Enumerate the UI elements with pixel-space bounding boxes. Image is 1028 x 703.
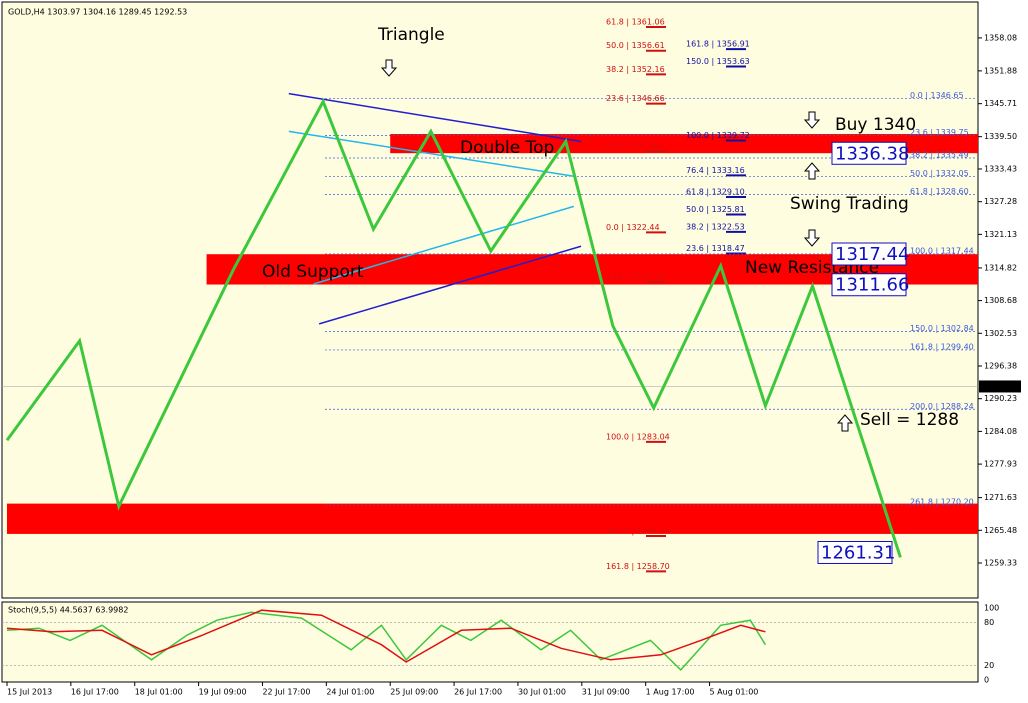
y-tick-label: 1277.93 — [984, 460, 1017, 469]
fib-label: 61.8 | 1329.10 — [686, 187, 745, 196]
price-box — [831, 242, 907, 266]
fib-label: 161.8 | 1356.91 — [686, 40, 750, 49]
y-tick-label: 0 — [984, 676, 989, 685]
arrow — [380, 59, 398, 77]
fib-label: 38.2 | 1352.16 — [606, 65, 665, 74]
last-price-label: 1292.53 — [983, 382, 1016, 391]
trendline — [288, 92, 582, 143]
x-tick-label: 24 Jul 01:00 — [326, 688, 374, 697]
fib-label: 76.4 | 1333.16 — [686, 166, 745, 175]
fib-label: 61.8 | 1361.06 — [606, 18, 665, 27]
annotation: Double Top — [460, 138, 554, 158]
price-box-label: 1261.31 — [821, 542, 895, 563]
annotation: Old Support — [262, 262, 364, 282]
y-tick-label: 1284.08 — [984, 427, 1017, 436]
y-tick-label: 1259.33 — [984, 559, 1017, 568]
fib-label: 261.8 | 1270.20 — [910, 498, 974, 507]
stoch-pane — [1, 601, 979, 683]
resistance-zone — [390, 134, 979, 154]
series-line — [6, 609, 766, 663]
y-tick-label: 1271.63 — [984, 493, 1017, 502]
price-box-label: 1336.38 — [835, 143, 909, 164]
series-line — [6, 611, 767, 671]
stoch-title: Stoch(9,5,5) 44.5637 63.9982 — [8, 606, 128, 615]
fib-label: 23.6 | 1313.14 — [606, 272, 665, 281]
x-tick-label: 25 Jul 09:00 — [390, 688, 438, 697]
fib-label: 100.0 | 1317.44 — [910, 247, 974, 256]
y-tick-label: 1339.50 — [984, 132, 1017, 141]
x-tick-label: 30 Jul 01:00 — [518, 688, 566, 697]
x-tick-label: 18 Jul 01:00 — [135, 688, 183, 697]
x-tick-label: 31 Jul 09:00 — [582, 688, 630, 697]
y-tick-label: 1296.38 — [984, 361, 1017, 370]
y-tick-label: 1345.71 — [984, 99, 1017, 108]
resistance-zone — [6, 503, 979, 534]
series-line — [5, 98, 902, 558]
annotation: Buy 1340 — [835, 115, 916, 135]
x-tick-label: 15 Jul 2013 — [7, 688, 52, 697]
fib-label: 61.8 | 1328.60 — [910, 187, 969, 196]
y-tick-label: 1321.13 — [984, 230, 1017, 239]
y-tick-label: 1290.23 — [984, 394, 1017, 403]
fib-label: 50.0 | 1325.81 — [686, 205, 745, 214]
x-tick-label: 1 Aug 17:00 — [646, 688, 695, 697]
y-tick-label: 80 — [984, 618, 994, 627]
arrow — [836, 414, 854, 432]
y-tick-label: 1327.28 — [984, 197, 1017, 206]
fib-label: 23.6 | 1318.47 — [686, 244, 745, 253]
y-tick-label: 1358.08 — [984, 33, 1017, 42]
fib-label: 150.0 | 1265.35 — [606, 526, 670, 535]
fib-label: 161.8 | 1258.70 — [606, 562, 670, 571]
fib-label: 100.0 | 1283.04 — [606, 432, 670, 441]
annotation: Swing Trading — [790, 194, 909, 214]
fib-label: 38.2 | 1322.53 — [686, 222, 745, 231]
y-tick-label: 1333.43 — [984, 164, 1017, 173]
main-pane — [1, 1, 979, 599]
arrow — [803, 111, 821, 129]
trendline — [318, 245, 582, 325]
x-tick-label: 16 Jul 17:00 — [71, 688, 119, 697]
price-box — [817, 540, 893, 564]
x-tick-label: 26 Jul 17:00 — [454, 688, 502, 697]
fib-label: 150.0 | 1302.84 — [910, 324, 974, 333]
annotation: Triangle — [377, 25, 445, 45]
trendline — [313, 205, 575, 285]
annotation: Sell = 1288 — [860, 410, 959, 430]
fib-label: 0.0 | 1322.44 — [606, 223, 660, 232]
y-tick-label: 1265.48 — [984, 526, 1017, 535]
fib-label: 0.0 | 1346.65 — [910, 91, 964, 100]
fib-label: 50.0 | 1332.05 — [910, 169, 969, 178]
fib-label: 150.0 | 1353.63 — [686, 57, 750, 66]
x-tick-label: 5 Aug 01:00 — [710, 688, 759, 697]
price-box-label: 1317.44 — [835, 244, 909, 265]
y-tick-label: 100 — [984, 604, 999, 613]
last-price-box — [979, 380, 1021, 393]
price-box — [831, 141, 907, 165]
fib-label: 200.0 | 1288.24 — [910, 402, 974, 411]
fib-label: 23.6 | 1339.75 — [910, 128, 969, 137]
arrow — [803, 229, 821, 247]
x-tick-label: 19 Jul 09:00 — [199, 688, 247, 697]
y-tick-label: 1351.88 — [984, 66, 1017, 75]
fib-label: 23.6 | 1346.66 — [606, 94, 665, 103]
y-tick-label: 1302.53 — [984, 329, 1017, 338]
y-tick-label: 20 — [984, 661, 994, 670]
fib-label: 0.0 | 1337.76 — [606, 141, 660, 150]
fib-label: 38.2 | 1335.49 — [910, 151, 969, 160]
arrow — [803, 162, 821, 180]
y-tick-label: 1314.82 — [984, 263, 1017, 272]
price-box — [831, 273, 907, 297]
y-tick-label: 1308.68 — [984, 296, 1017, 305]
x-tick-label: 22 Jul 17:00 — [262, 688, 310, 697]
chart-title: GOLD,H4 1303.97 1304.16 1289.45 1292.53 — [8, 8, 187, 17]
fib-label: 161.8 | 1299.40 — [910, 342, 974, 351]
price-box-label: 1311.66 — [835, 275, 909, 296]
fib-label: 50.0 | 1356.61 — [606, 41, 665, 50]
